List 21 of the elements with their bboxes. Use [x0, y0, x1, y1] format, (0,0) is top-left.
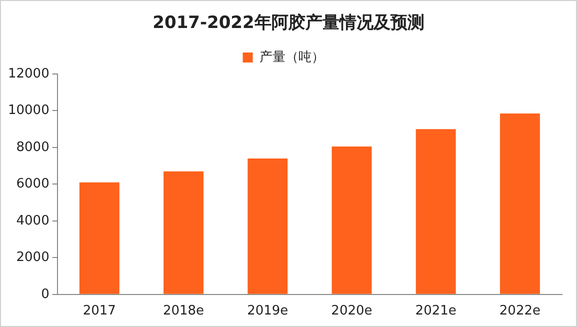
- legend-label: 产量（吨）: [259, 50, 324, 65]
- y-tick-label: 6000: [16, 176, 50, 192]
- x-tick-label: 2021e: [415, 304, 456, 319]
- chart-title: 2017-2022年阿胶产量情况及预测: [152, 12, 426, 34]
- bar: [500, 113, 540, 294]
- y-tick-label: 0: [41, 286, 50, 302]
- x-tick-label: 2022e: [499, 304, 540, 319]
- bar: [79, 182, 120, 294]
- x-tick-label: 2020e: [331, 304, 372, 319]
- y-tick-label: 12000: [8, 66, 50, 82]
- x-tick-label: 2017: [82, 304, 116, 319]
- bar: [164, 171, 204, 294]
- y-tick-label: 4000: [16, 213, 50, 228]
- y-tick-label: 2000: [16, 250, 50, 266]
- x-tick-label: 2018e: [162, 304, 204, 319]
- bar: [248, 158, 288, 294]
- bar: [332, 146, 372, 294]
- bar: [416, 129, 456, 294]
- y-tick-label: 8000: [16, 140, 50, 155]
- y-tick-label: 10000: [8, 103, 50, 118]
- x-tick-label: 2019e: [247, 304, 288, 319]
